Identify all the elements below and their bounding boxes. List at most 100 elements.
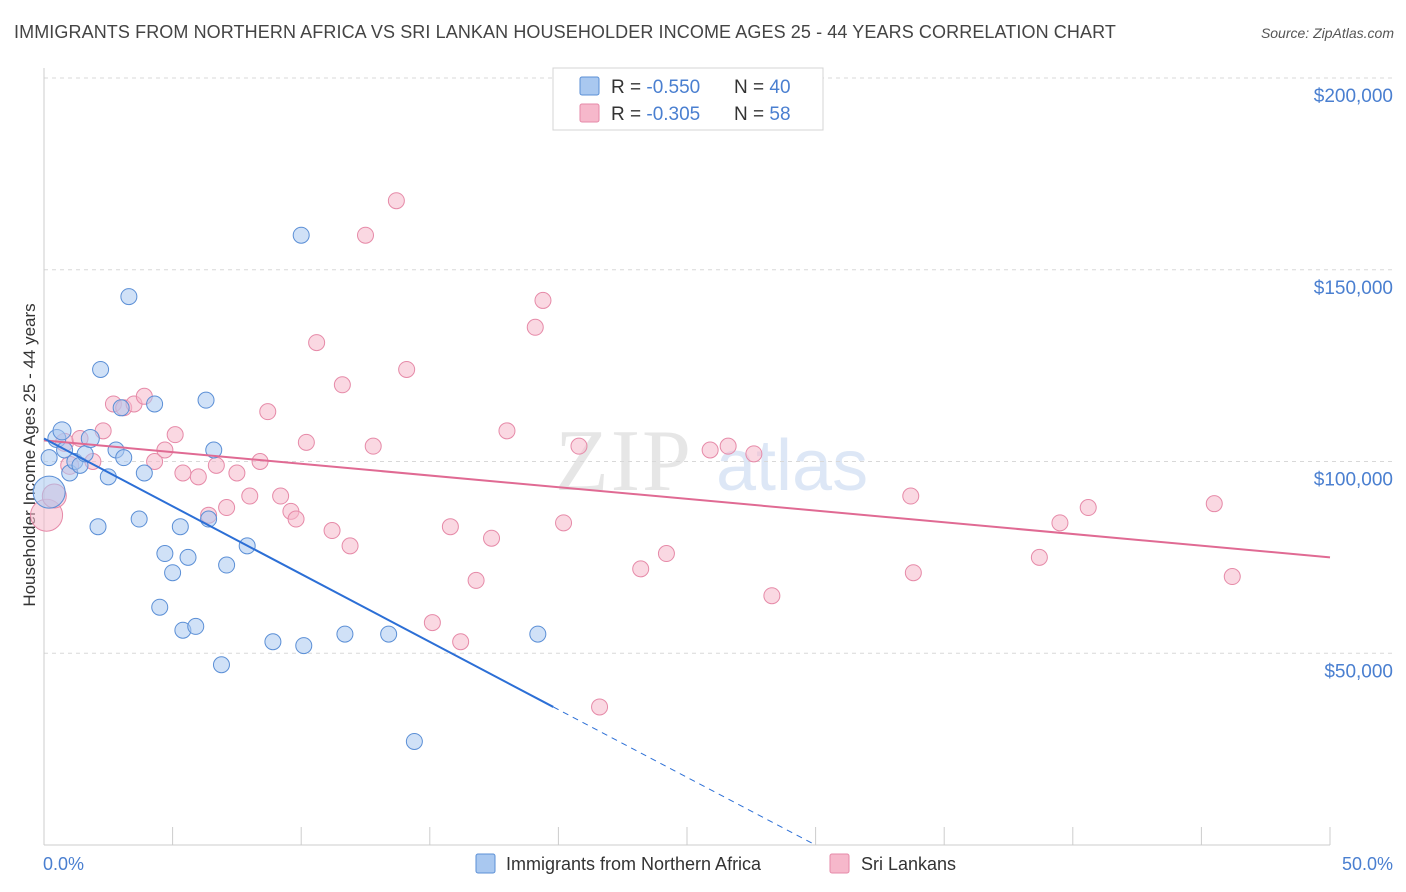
svg-text:R = -0.550: R = -0.550 xyxy=(611,77,700,98)
blue-point-33 xyxy=(264,633,282,651)
pink-point-27 xyxy=(308,334,326,352)
y-tick-labels: $50,000 $100,000 $150,000 $200,000 xyxy=(1314,86,1393,682)
blue-point-27 xyxy=(197,391,215,409)
blue-point-38 xyxy=(405,732,423,750)
series-immigrants-northern-africa-points xyxy=(32,226,547,750)
pink-point-37 xyxy=(452,633,470,651)
svg-text:N = 58: N = 58 xyxy=(734,104,791,125)
pink-point-22 xyxy=(259,403,277,421)
blue-point-19 xyxy=(146,395,164,413)
pink-point-15 xyxy=(189,468,207,486)
svg-text:R = -0.305: R = -0.305 xyxy=(611,104,700,125)
blue-point-12 xyxy=(99,468,117,486)
y-tick-label-1: $100,000 xyxy=(1314,470,1393,491)
blue-point-17 xyxy=(130,510,148,528)
pink-point-50 xyxy=(745,445,763,463)
pink-point-56 xyxy=(1079,499,1097,517)
pink-point-43 xyxy=(555,514,573,532)
blue-point-15 xyxy=(115,449,133,467)
pink-point-36 xyxy=(441,518,459,536)
pink-point-34 xyxy=(398,360,416,378)
legend-swatch-blue xyxy=(579,76,600,96)
blue-point-3 xyxy=(52,421,72,441)
pink-point-39 xyxy=(483,529,501,547)
pink-point-42 xyxy=(534,291,552,309)
y-axis-label: Householder Income Ages 25 - 44 years xyxy=(20,303,39,606)
pink-point-19 xyxy=(228,464,246,482)
pink-point-41 xyxy=(526,318,544,336)
pink-point-23 xyxy=(272,487,290,505)
legend-n-label-1: N = xyxy=(734,77,769,98)
blue-point-34 xyxy=(292,226,310,244)
series-legend-label-pink: Sri Lankans xyxy=(861,854,956,874)
x-tick-label-1: 50.0% xyxy=(1342,854,1393,874)
legend-n-value-1: 40 xyxy=(769,77,790,98)
blue-point-30 xyxy=(212,656,230,674)
pink-point-26 xyxy=(297,433,315,451)
pink-point-58 xyxy=(1223,568,1241,586)
legend-n-label-2: N = xyxy=(734,104,769,125)
pink-point-53 xyxy=(904,564,922,582)
pink-point-40 xyxy=(498,422,516,440)
grid-lines xyxy=(44,77,1395,654)
correlation-legend: R = -0.550 N = 40 R = -0.305 N = 58 xyxy=(552,67,824,131)
series-legend-label-blue: Immigrants from Northern Africa xyxy=(506,854,762,874)
legend-r-label-2: R = xyxy=(611,104,646,125)
blue-point-39 xyxy=(529,625,547,643)
pink-point-20 xyxy=(241,487,259,505)
pink-point-46 xyxy=(632,560,650,578)
pink-point-30 xyxy=(341,537,359,555)
pink-point-28 xyxy=(323,522,341,540)
blue-point-9 xyxy=(80,428,100,448)
blue-point-1 xyxy=(40,449,58,467)
chart-title: IMMIGRANTS FROM NORTHERN AFRICA VS SRI L… xyxy=(14,22,1116,42)
blue-point-29 xyxy=(205,441,223,459)
blue-point-0 xyxy=(32,475,66,509)
legend-n-value-2: 58 xyxy=(769,104,790,125)
pink-point-17 xyxy=(207,456,225,474)
blue-point-20 xyxy=(151,598,169,616)
pink-point-52 xyxy=(902,487,920,505)
blue-point-18 xyxy=(135,464,153,482)
pink-point-44 xyxy=(570,437,588,455)
pink-point-13 xyxy=(166,426,184,444)
svg-text:N = 40: N = 40 xyxy=(734,77,791,98)
y-tick-label-0: $50,000 xyxy=(1324,661,1393,682)
legend-r-label-1: R = xyxy=(611,77,646,98)
pink-point-49 xyxy=(719,437,737,455)
pink-point-47 xyxy=(657,545,675,563)
legend-swatch-pink xyxy=(579,103,600,123)
blue-point-37 xyxy=(380,625,398,643)
pink-point-54 xyxy=(1030,548,1048,566)
series-legend-swatch-pink xyxy=(829,853,850,874)
series-legend-swatch-blue xyxy=(475,853,496,874)
blue-point-31 xyxy=(218,556,236,574)
blue-point-11 xyxy=(92,360,110,378)
trend-lines xyxy=(43,437,1331,846)
pink-point-55 xyxy=(1051,514,1069,532)
legend-r-value-2: -0.305 xyxy=(646,104,700,125)
blue-point-21 xyxy=(156,545,174,563)
pink-point-18 xyxy=(218,499,236,517)
blue-point-14 xyxy=(112,399,130,417)
pink-point-45 xyxy=(591,698,609,716)
blue-point-26 xyxy=(187,617,205,635)
blue-point-23 xyxy=(171,518,189,536)
pink-point-32 xyxy=(364,437,382,455)
pink-point-14 xyxy=(174,464,192,482)
pink-point-38 xyxy=(467,571,485,589)
legend-r-value-1: -0.550 xyxy=(646,77,700,98)
blue-point-25 xyxy=(179,548,197,566)
x-tick-label-0: 0.0% xyxy=(43,854,84,874)
pink-point-33 xyxy=(387,192,405,210)
trend-line-northern-africa-extension xyxy=(553,706,816,846)
svg-text:atlas: atlas xyxy=(716,426,868,506)
blue-point-10 xyxy=(89,518,107,536)
y-tick-label-2: $150,000 xyxy=(1314,278,1393,299)
trend-line-northern-africa xyxy=(43,437,554,708)
blue-point-16 xyxy=(120,288,138,306)
pink-point-51 xyxy=(763,587,781,605)
source-label: Source: ZipAtlas.com xyxy=(1260,25,1394,41)
x-tick-labels: 0.0% 50.0% xyxy=(43,854,1393,874)
pink-point-35 xyxy=(423,614,441,632)
